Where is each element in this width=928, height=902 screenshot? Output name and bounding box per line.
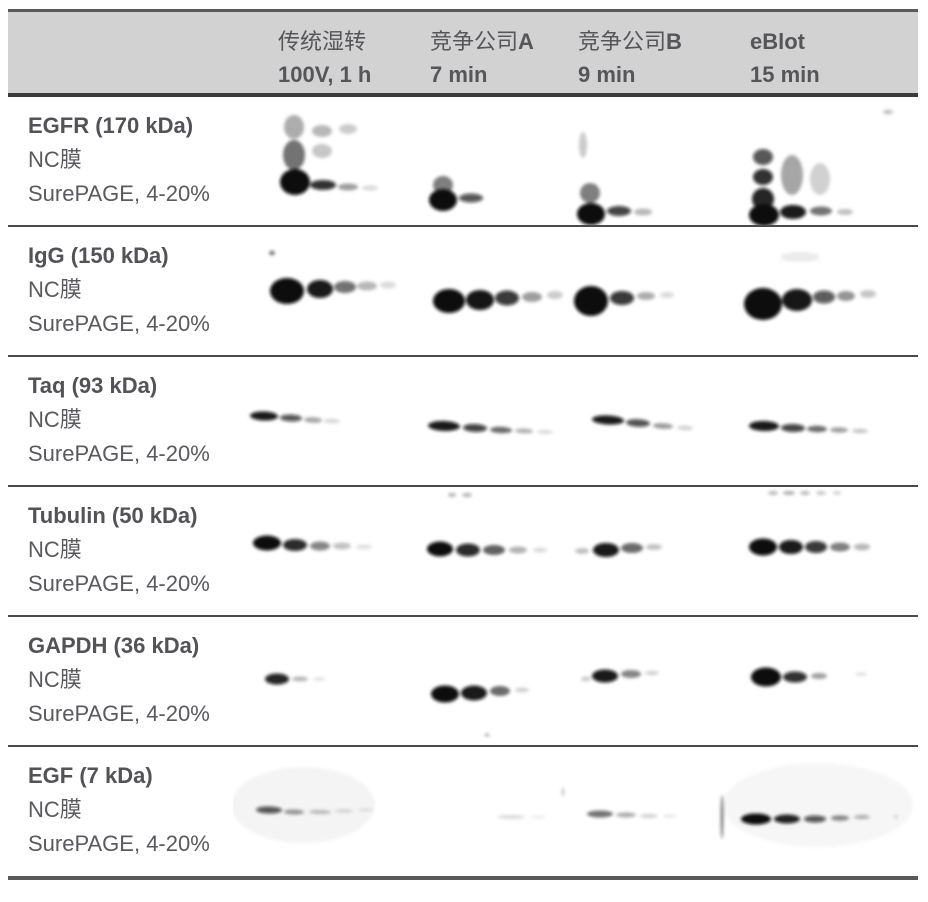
header-time-label: 7 min bbox=[430, 62, 488, 87]
gel-label: SurePAGE, 4-20% bbox=[28, 831, 210, 856]
header-method-label: 竞争公司A bbox=[430, 25, 534, 58]
protein-label: GAPDH (36 kDa) bbox=[28, 633, 200, 658]
protein-label: EGF (7 kDa) bbox=[28, 763, 153, 788]
membrane-label: NC膜 bbox=[28, 277, 82, 302]
table-row-tubulin: Tubulin (50 kDa) NC膜 SurePAGE, 4-20% bbox=[8, 487, 918, 617]
header-method-zh: 竞争公司 bbox=[430, 29, 519, 54]
gel-label: SurePAGE, 4-20% bbox=[28, 701, 210, 726]
header-method-zh: 竞争公司 bbox=[578, 29, 667, 54]
gel-label: SurePAGE, 4-20% bbox=[28, 311, 210, 336]
blot-image-egf bbox=[233, 747, 918, 876]
header-method-label: 传统湿转 bbox=[278, 25, 371, 58]
membrane-label: NC膜 bbox=[28, 797, 82, 822]
table-row-gapdh: GAPDH (36 kDa) NC膜 SurePAGE, 4-20% bbox=[8, 617, 918, 747]
membrane-label: NC膜 bbox=[28, 147, 82, 172]
blot-image-tubulin bbox=[233, 487, 918, 615]
protein-label: EGFR (170 kDa) bbox=[28, 113, 194, 138]
row-label: GAPDH (36 kDa) NC膜 SurePAGE, 4-20% bbox=[28, 629, 210, 731]
blot-image-egfr bbox=[233, 97, 918, 225]
blot-image-igg bbox=[233, 227, 918, 355]
header-time-label: 15 min bbox=[750, 62, 820, 87]
table-row-egf: EGF (7 kDa) NC膜 SurePAGE, 4-20% bbox=[8, 747, 918, 880]
gel-label: SurePAGE, 4-20% bbox=[28, 181, 210, 206]
blot-image-gapdh bbox=[233, 617, 918, 745]
row-label: Taq (93 kDa) NC膜 SurePAGE, 4-20% bbox=[28, 369, 210, 471]
header-method-en: A bbox=[518, 29, 534, 54]
membrane-label: NC膜 bbox=[28, 667, 82, 692]
protein-label: IgG (150 kDa) bbox=[28, 243, 169, 268]
blot-image-taq bbox=[233, 357, 918, 485]
column-header-wet-transfer: 传统湿转 100V, 1 h bbox=[278, 25, 371, 91]
table-row-taq: Taq (93 kDa) NC膜 SurePAGE, 4-20% bbox=[8, 357, 918, 487]
table-header: 传统湿转 100V, 1 h 竞争公司A 7 min 竞争公司B 9 min e… bbox=[8, 9, 918, 97]
column-header-competitor-b: 竞争公司B 9 min bbox=[578, 25, 682, 91]
column-header-competitor-a: 竞争公司A 7 min bbox=[430, 25, 534, 91]
row-label: EGFR (170 kDa) NC膜 SurePAGE, 4-20% bbox=[28, 109, 210, 211]
header-method-label: eBlot bbox=[750, 25, 820, 58]
gel-label: SurePAGE, 4-20% bbox=[28, 441, 210, 466]
header-method-en: B bbox=[666, 29, 682, 54]
row-label: EGF (7 kDa) NC膜 SurePAGE, 4-20% bbox=[28, 759, 210, 861]
header-method-zh: 传统湿转 bbox=[278, 29, 367, 54]
protein-label: Taq (93 kDa) bbox=[28, 373, 158, 398]
header-method-label: 竞争公司B bbox=[578, 25, 682, 58]
table-row-igg: IgG (150 kDa) NC膜 SurePAGE, 4-20% bbox=[8, 227, 918, 357]
header-time-label: 100V, 1 h bbox=[278, 62, 372, 87]
membrane-label: NC膜 bbox=[28, 407, 82, 432]
column-header-eblot: eBlot 15 min bbox=[750, 25, 820, 91]
header-method-en: eBlot bbox=[750, 29, 805, 54]
western-blot-comparison-figure: 传统湿转 100V, 1 h 竞争公司A 7 min 竞争公司B 9 min e… bbox=[8, 9, 918, 880]
gel-label: SurePAGE, 4-20% bbox=[28, 571, 210, 596]
membrane-label: NC膜 bbox=[28, 537, 82, 562]
header-time-label: 9 min bbox=[578, 62, 636, 87]
row-label: Tubulin (50 kDa) NC膜 SurePAGE, 4-20% bbox=[28, 499, 210, 601]
row-label: IgG (150 kDa) NC膜 SurePAGE, 4-20% bbox=[28, 239, 210, 341]
table-row-egfr: EGFR (170 kDa) NC膜 SurePAGE, 4-20% bbox=[8, 97, 918, 227]
protein-label: Tubulin (50 kDa) bbox=[28, 503, 198, 528]
